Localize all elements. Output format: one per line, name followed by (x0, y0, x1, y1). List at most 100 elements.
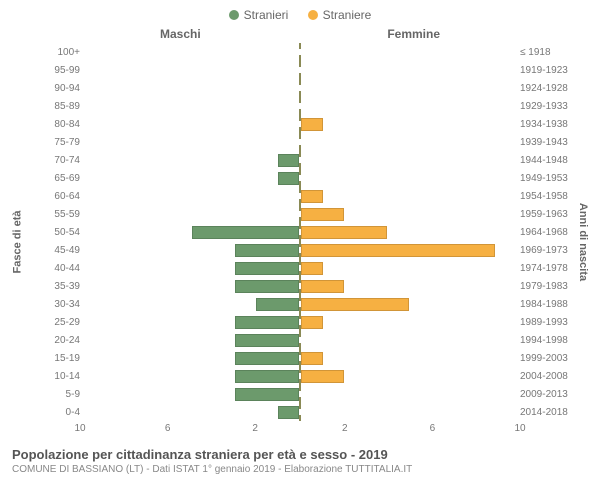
male-swatch (229, 10, 239, 20)
female-bar (301, 352, 323, 365)
birth-year-label: 1959-1963 (516, 209, 576, 220)
male-half (84, 208, 299, 221)
male-half (84, 370, 299, 383)
birth-year-label: 1919-1923 (516, 65, 576, 76)
female-half (301, 406, 516, 419)
age-label: 20-24 (24, 335, 84, 346)
chart-row: 30-341984-1988 (24, 295, 576, 313)
female-bar (301, 298, 409, 311)
female-bar (301, 190, 323, 203)
male-bar (192, 226, 300, 239)
female-bar (301, 244, 495, 257)
x-tick: 6 (165, 423, 171, 434)
male-half (84, 100, 299, 113)
female-half (301, 298, 516, 311)
y-axis-left-title: Fasce di età (10, 43, 24, 441)
birth-year-label: 1994-1998 (516, 335, 576, 346)
legend-item-female: Straniere (308, 8, 372, 22)
x-axis-right: 2610 (301, 423, 520, 441)
age-label: 70-74 (24, 155, 84, 166)
age-label: 90-94 (24, 83, 84, 94)
birth-year-label: 1944-1948 (516, 155, 576, 166)
x-tick: 6 (430, 423, 436, 434)
chart-row: 95-99 1919-1923 (24, 61, 576, 79)
male-half (84, 190, 299, 203)
age-label: 5-9 (24, 389, 84, 400)
chart-row: 50-54 1964-1968 (24, 223, 576, 241)
male-bar (278, 406, 300, 419)
birth-year-label: 1964-1968 (516, 227, 576, 238)
female-half (301, 100, 516, 113)
birth-year-label: 1969-1973 (516, 245, 576, 256)
female-half (301, 226, 516, 239)
plot-area: 100+≤ 191895-991919-192390-941924-192885… (24, 43, 576, 441)
female-swatch (308, 10, 318, 20)
male-half (84, 64, 299, 77)
age-label: 35-39 (24, 281, 84, 292)
female-half (301, 388, 516, 401)
female-half (301, 136, 516, 149)
age-label: 15-19 (24, 353, 84, 364)
age-label: 65-69 (24, 173, 84, 184)
male-half (84, 388, 299, 401)
age-label: 80-84 (24, 119, 84, 130)
male-half (84, 46, 299, 59)
female-bar (301, 262, 323, 275)
male-half (84, 244, 299, 257)
male-bar (235, 352, 300, 365)
chart-row: 80-84 1934-1938 (24, 115, 576, 133)
male-bar (235, 244, 300, 257)
birth-year-label: 1939-1943 (516, 137, 576, 148)
age-label: 10-14 (24, 371, 84, 382)
male-half (84, 136, 299, 149)
legend-female-label: Straniere (323, 8, 372, 22)
chart-row: 85-891929-1933 (24, 97, 576, 115)
male-half (84, 82, 299, 95)
female-bar (301, 280, 344, 293)
population-pyramid-chart: Stranieri Straniere Maschi Femmine Fasce… (0, 0, 600, 500)
female-half (301, 64, 516, 77)
age-label: 50-54 (24, 227, 84, 238)
birth-year-label: ≤ 1918 (516, 47, 576, 58)
age-label: 95-99 (24, 65, 84, 76)
legend-item-male: Stranieri (229, 8, 289, 22)
chart-row: 55-591959-1963 (24, 205, 576, 223)
age-label: 60-64 (24, 191, 84, 202)
male-half (84, 226, 299, 239)
female-bar (301, 370, 344, 383)
female-half (301, 244, 516, 257)
x-tick: 10 (74, 423, 85, 434)
chart-row: 0-4 2014-2018 (24, 403, 576, 421)
age-label: 0-4 (24, 407, 84, 418)
chart-row: 35-391979-1983 (24, 277, 576, 295)
birth-year-label: 2009-2013 (516, 389, 576, 400)
chart-row: 40-441974-1978 (24, 259, 576, 277)
male-half (84, 172, 299, 185)
chart-row: 90-941924-1928 (24, 79, 576, 97)
chart-subtitle: COMUNE DI BASSIANO (LT) - Dati ISTAT 1° … (12, 464, 588, 475)
birth-year-label: 1949-1953 (516, 173, 576, 184)
chart-row: 25-291989-1993 (24, 313, 576, 331)
chart-row: 10-142004-2008 (24, 367, 576, 385)
chart-row: 65-69 1949-1953 (24, 169, 576, 187)
female-half (301, 118, 516, 131)
y-axis-right-title: Anni di nascita (576, 43, 590, 441)
header-male: Maschi (160, 27, 201, 41)
male-half (84, 280, 299, 293)
age-label: 75-79 (24, 137, 84, 148)
male-half (84, 316, 299, 329)
age-label: 85-89 (24, 101, 84, 112)
birth-year-label: 1989-1993 (516, 317, 576, 328)
female-half (301, 280, 516, 293)
chart-row: 60-641954-1958 (24, 187, 576, 205)
birth-year-label: 2014-2018 (516, 407, 576, 418)
header-female: Femmine (387, 27, 440, 41)
birth-year-label: 1934-1938 (516, 119, 576, 130)
female-bar (301, 316, 323, 329)
age-label: 100+ (24, 47, 84, 58)
female-half (301, 316, 516, 329)
male-bar (235, 388, 300, 401)
male-half (84, 154, 299, 167)
female-half (301, 334, 516, 347)
male-bar (235, 316, 300, 329)
